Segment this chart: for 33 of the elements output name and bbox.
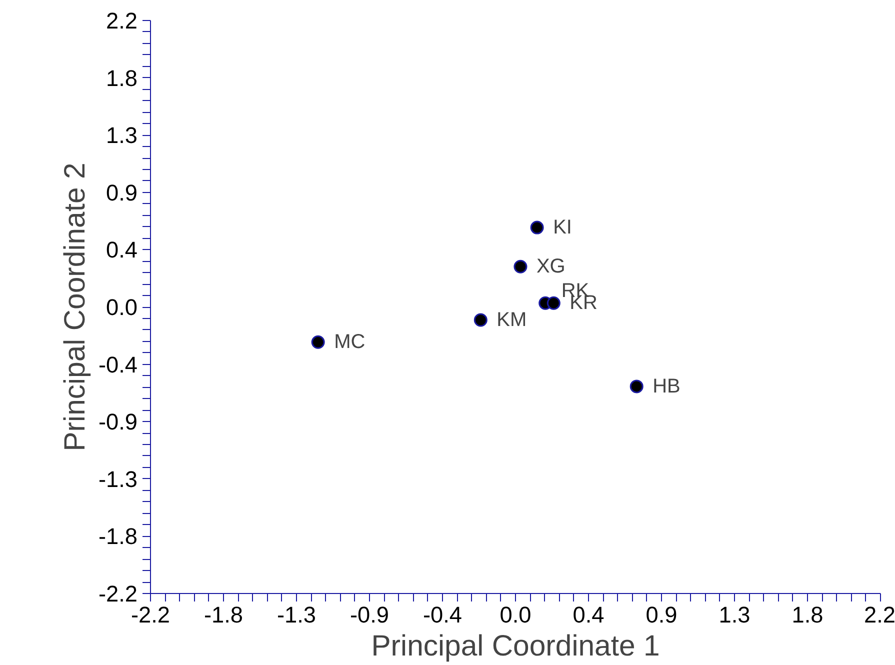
y-tick-label: 2.2 xyxy=(106,8,138,34)
x-tick-label: -0.9 xyxy=(350,602,390,628)
annotation: MC xyxy=(334,331,366,354)
point xyxy=(311,335,325,349)
x-tick-label: 1.3 xyxy=(718,602,750,628)
y-tick-label: 1.3 xyxy=(106,122,138,148)
annotation: KM xyxy=(496,309,527,332)
y-tick-label: 1.8 xyxy=(106,64,138,91)
annotation: KI xyxy=(553,216,572,239)
y-tick-label: -1.8 xyxy=(98,523,138,550)
x-tick-label: 0.0 xyxy=(500,602,532,628)
point xyxy=(530,220,544,234)
y-tick-label: 0.4 xyxy=(106,236,138,263)
y-tick-label: 0.0 xyxy=(106,294,138,320)
x-axis-title: Principal Coordinate 1 xyxy=(371,630,660,662)
x-tick-label: 0.4 xyxy=(572,602,604,628)
y-tick-label: 0.9 xyxy=(106,179,138,206)
y-axis-title: Principal Coordinate 2 xyxy=(58,162,92,452)
annotation: XG xyxy=(536,256,566,278)
y-tick-label: -0.4 xyxy=(98,351,138,378)
y-tick-label: -1.3 xyxy=(98,466,138,492)
x-tick-label: 0.9 xyxy=(646,602,678,628)
x-tick-label: -1.3 xyxy=(276,602,316,628)
point xyxy=(474,313,488,327)
x-tick-label: 1.8 xyxy=(792,602,824,628)
point xyxy=(514,260,528,274)
x-tick-label: 2.2 xyxy=(864,602,895,628)
point xyxy=(630,380,644,394)
x-tick-label: -0.4 xyxy=(422,602,462,628)
point xyxy=(546,296,560,310)
x-tick-label: -1.8 xyxy=(204,602,244,628)
annotation: HB xyxy=(652,375,680,398)
y-tick-label: -0.9 xyxy=(98,408,138,435)
